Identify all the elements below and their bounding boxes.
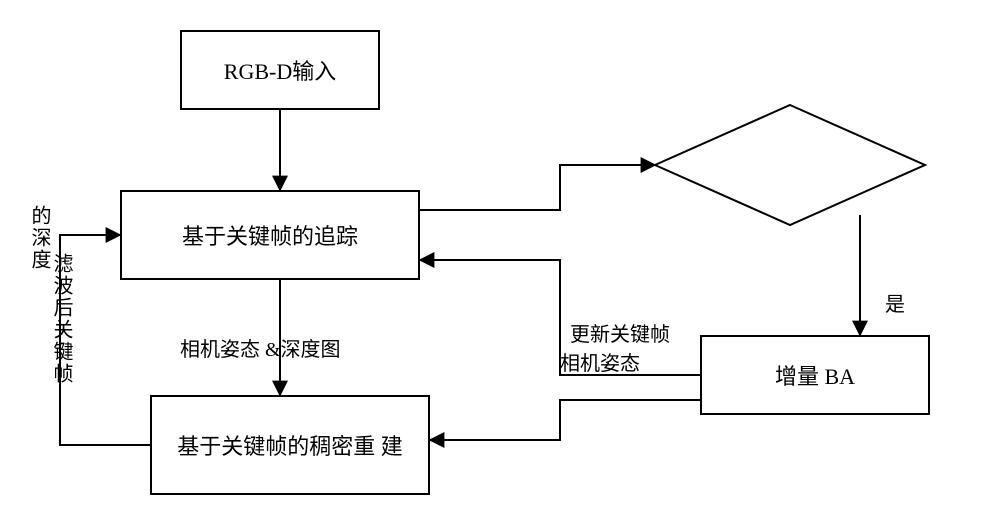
recon-node: 基于关键帧的稠密重 建 (150, 395, 430, 495)
tracking-node: 基于关键帧的追踪 (120, 190, 420, 280)
input-node: RGB-D输入 (180, 30, 380, 110)
ba-node-label: 增量 BA (775, 359, 855, 391)
tracking-node-label: 基于关键帧的追踪 (182, 219, 358, 251)
edge-ba-recon (430, 400, 700, 440)
edge-tracking-decision (420, 165, 655, 210)
input-node-label: RGB-D输入 (224, 54, 336, 86)
decision-node-label: 新关键帧? (730, 152, 839, 210)
edge-label-pose-depth: 相机姿态 &深度图 (170, 310, 341, 362)
edge-label-yes: 是 (875, 265, 905, 317)
edge-label-filtered: 滤波后关键帧 的深度 (28, 205, 94, 385)
ba-node: 增量 BA (700, 335, 930, 415)
edge-label-update: 更新关键帧 相机姿态 (560, 295, 670, 376)
recon-node-label: 基于关键帧的稠密重 建 (177, 429, 403, 461)
